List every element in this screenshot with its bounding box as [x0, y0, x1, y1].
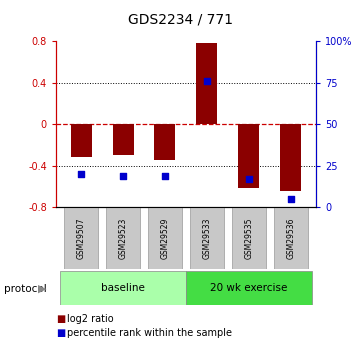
Text: GSM29536: GSM29536	[286, 217, 295, 259]
Bar	[274, 207, 308, 269]
Text: protocol: protocol	[4, 284, 46, 294]
Text: GDS2234 / 771: GDS2234 / 771	[128, 12, 233, 26]
Point	[246, 176, 252, 181]
Bar	[155, 124, 175, 160]
Text: ■: ■	[56, 314, 65, 324]
Bar	[113, 124, 134, 155]
Text: GSM29507: GSM29507	[77, 217, 86, 259]
Text: baseline: baseline	[101, 283, 145, 293]
Point	[78, 171, 84, 177]
Bar	[64, 207, 98, 269]
Bar	[106, 207, 140, 269]
Text: GSM29529: GSM29529	[160, 217, 169, 259]
Bar	[232, 207, 266, 269]
Text: GSM29535: GSM29535	[244, 217, 253, 259]
Text: ▶: ▶	[38, 284, 47, 294]
Point	[204, 78, 210, 84]
Point	[120, 173, 126, 178]
Bar	[148, 207, 182, 269]
Bar	[60, 271, 186, 305]
Text: 20 wk exercise: 20 wk exercise	[210, 283, 287, 293]
Bar	[280, 124, 301, 191]
Bar	[190, 207, 224, 269]
Point	[288, 196, 293, 201]
Text: ■: ■	[56, 328, 65, 338]
Bar	[186, 271, 312, 305]
Text: percentile rank within the sample: percentile rank within the sample	[67, 328, 232, 338]
Bar	[238, 124, 259, 188]
Point	[162, 173, 168, 178]
Bar	[71, 124, 92, 157]
Bar	[196, 43, 217, 124]
Text: log2 ratio: log2 ratio	[67, 314, 113, 324]
Text: GSM29533: GSM29533	[203, 217, 212, 259]
Text: GSM29523: GSM29523	[118, 217, 127, 259]
